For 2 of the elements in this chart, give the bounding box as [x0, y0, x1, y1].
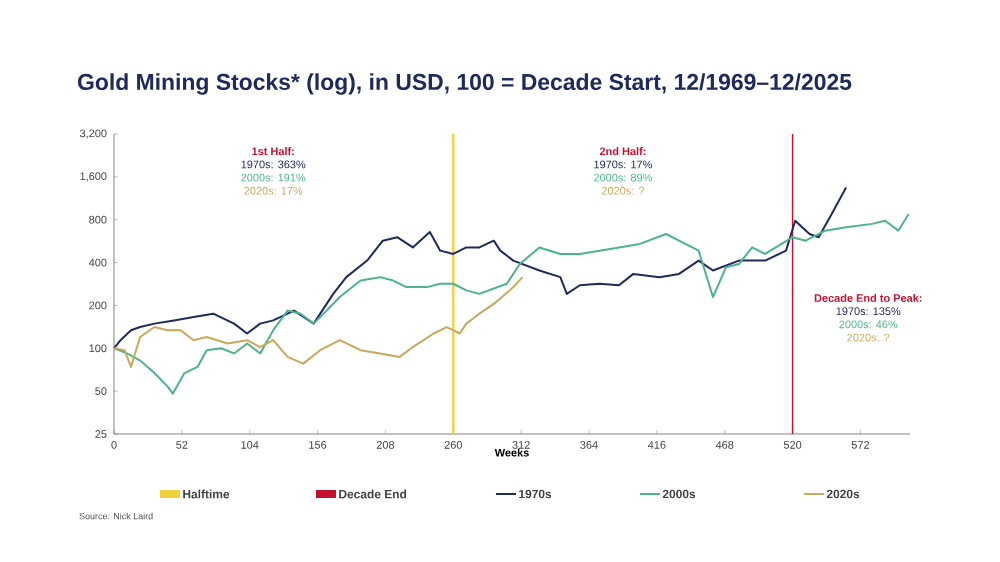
chart-title: Gold Mining Stocks* (log), in USD, 100 = Decade Start, 12/1969–12/2025 — [77, 73, 852, 95]
line-series — [113, 276, 524, 368]
